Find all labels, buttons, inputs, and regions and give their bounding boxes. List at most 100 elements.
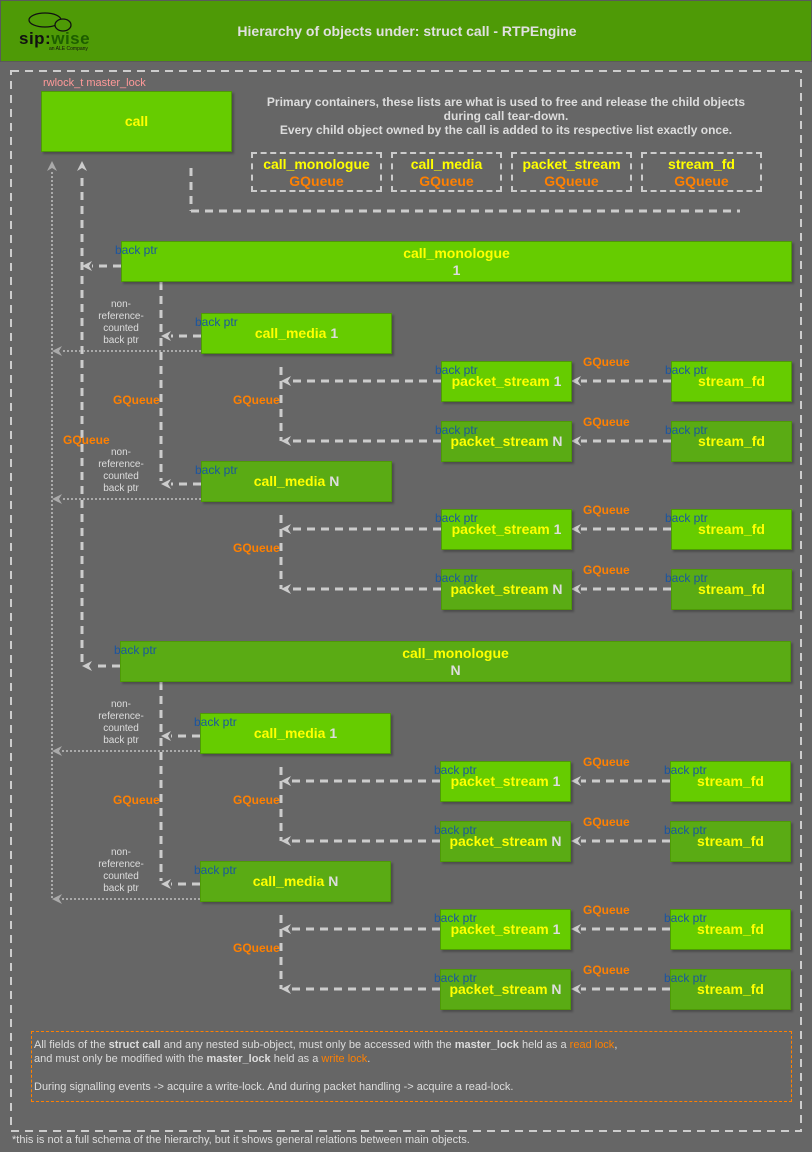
packet-stream-box: packet_stream N [440,969,571,1010]
back-ptr-label: back ptr [434,763,477,777]
call-monologue-box: call_monologue 1 [121,241,792,282]
box-index: N [329,473,340,489]
sipwise-logo: sip:wise an ALE Company [19,11,91,55]
non-reference-counted-label: non-reference-counted back ptr [91,699,151,747]
arrowhead-icon [571,836,581,846]
back-ptr-label: back ptr [665,511,708,525]
back-ptr-label: back ptr [665,571,708,585]
non-ref-label-line: reference- [98,859,144,870]
box-index: N [551,981,562,997]
arrowhead-icon [52,494,62,504]
box-label: packet_stream [450,773,549,789]
back-ptr-label: back ptr [665,423,708,437]
note-line-1: All fields of the struct call and any ne… [34,1039,618,1051]
back-ptr-label: back ptr [664,763,707,777]
box-label: call_monologue [402,645,509,661]
box-label: call_media [253,725,326,741]
outer-boundary [10,70,802,1132]
box-label: packet_stream [449,981,548,997]
arrowhead-icon [52,894,62,904]
container-type: GQueue [674,173,729,189]
non-ref-label-line: back ptr [103,483,139,494]
back-ptr-label: back ptr [435,511,478,525]
container-call-media: call_media GQueue [391,152,502,192]
container-name: call_media [410,156,483,172]
arrowhead-icon [571,376,581,386]
box-index: 1 [553,521,562,537]
gqueue-label: GQueue [583,355,630,369]
back-ptr-label: back ptr [195,315,238,329]
back-ptr-label: back ptr [115,243,158,257]
call-media-box: call_media 1 [200,713,391,754]
box-label: call_monologue [403,245,510,261]
packet-stream-box: packet_stream 1 [440,761,571,802]
gqueue-label: GQueue [583,963,630,977]
gqueue-label: GQueue [233,393,280,407]
arrowhead-icon [281,836,291,846]
stream-fd-box: stream_fd [670,969,791,1010]
arrowhead-icon [161,479,171,489]
master-lock-label: rwlock_t master_lock [43,77,146,89]
box-index: 1 [329,725,338,741]
box-label: packet_stream [450,433,549,449]
box-label: call_media [252,873,325,889]
arrowhead-icon [82,661,92,671]
packet-stream-box: packet_stream N [441,569,572,610]
arrowhead-icon [571,584,581,594]
footnote: *this is not a full schema of the hierar… [12,1134,470,1146]
logo-tagline: an ALE Company [49,46,88,52]
back-ptr-label: back ptr [194,863,237,877]
arrowhead-icon [571,436,581,446]
stream-fd-box: stream_fd [670,821,791,862]
call-box: call [41,91,232,152]
gqueue-label: GQueue [233,793,280,807]
container-type: GQueue [544,173,599,189]
non-ref-label-line: non- [110,447,131,458]
arrow-up-icon [77,161,87,171]
arrowhead-icon [571,924,581,934]
box-label: packet_stream [451,521,550,537]
box-index: 1 [330,325,339,341]
non-ref-label-line: back ptr [103,883,139,894]
back-ptr-label: back ptr [114,643,157,657]
page-title: Hierarchy of objects under: struct call … [237,23,577,39]
containers-note-line: Every child object owned by the call is … [279,123,733,137]
packet-stream-box: packet_stream N [440,821,571,862]
container-name: stream_fd [668,156,735,172]
arrowhead-icon [281,376,291,386]
non-reference-counted-label: non-reference-counted back ptr [91,299,151,347]
containers-note: Primary containers, these lists are what… [250,95,762,137]
arrowhead-icon [52,746,62,756]
gqueue-label: GQueue [583,503,630,517]
non-ref-label-line: reference- [98,459,144,470]
stream-fd-box: stream_fd [671,361,792,402]
back-ptr-label: back ptr [664,823,707,837]
back-ptr-label: back ptr [435,363,478,377]
stream-fd-box: stream_fd [671,509,792,550]
stream-fd-box: stream_fd [670,761,791,802]
stream-fd-box: stream_fd [671,421,792,462]
arrowhead-icon [161,879,171,889]
speech-bubbles-icon [28,12,72,32]
back-ptr-label: back ptr [194,715,237,729]
box-label: packet_stream [449,833,548,849]
arrowhead-icon [281,524,291,534]
non-ref-label-line: non- [110,699,131,710]
arrowhead-icon [571,984,581,994]
containers-note-line: Primary containers, these lists are what… [266,95,746,109]
arrowhead-icon [281,436,291,446]
arrowhead-icon [161,731,171,741]
back-ptr-label: back ptr [664,971,707,985]
box-index: 1 [553,373,562,389]
gqueue-label: GQueue [583,563,630,577]
arrowhead-icon [571,776,581,786]
non-ref-label-line: reference- [98,311,144,322]
box-index: N [552,433,563,449]
arrowhead-icon [281,584,291,594]
gqueue-label: GQueue [583,755,630,769]
box-label: call_media [254,325,327,341]
arrowhead-icon [571,524,581,534]
call-media-box: call_media N [200,861,391,902]
non-ref-label-line: non- [110,847,131,858]
